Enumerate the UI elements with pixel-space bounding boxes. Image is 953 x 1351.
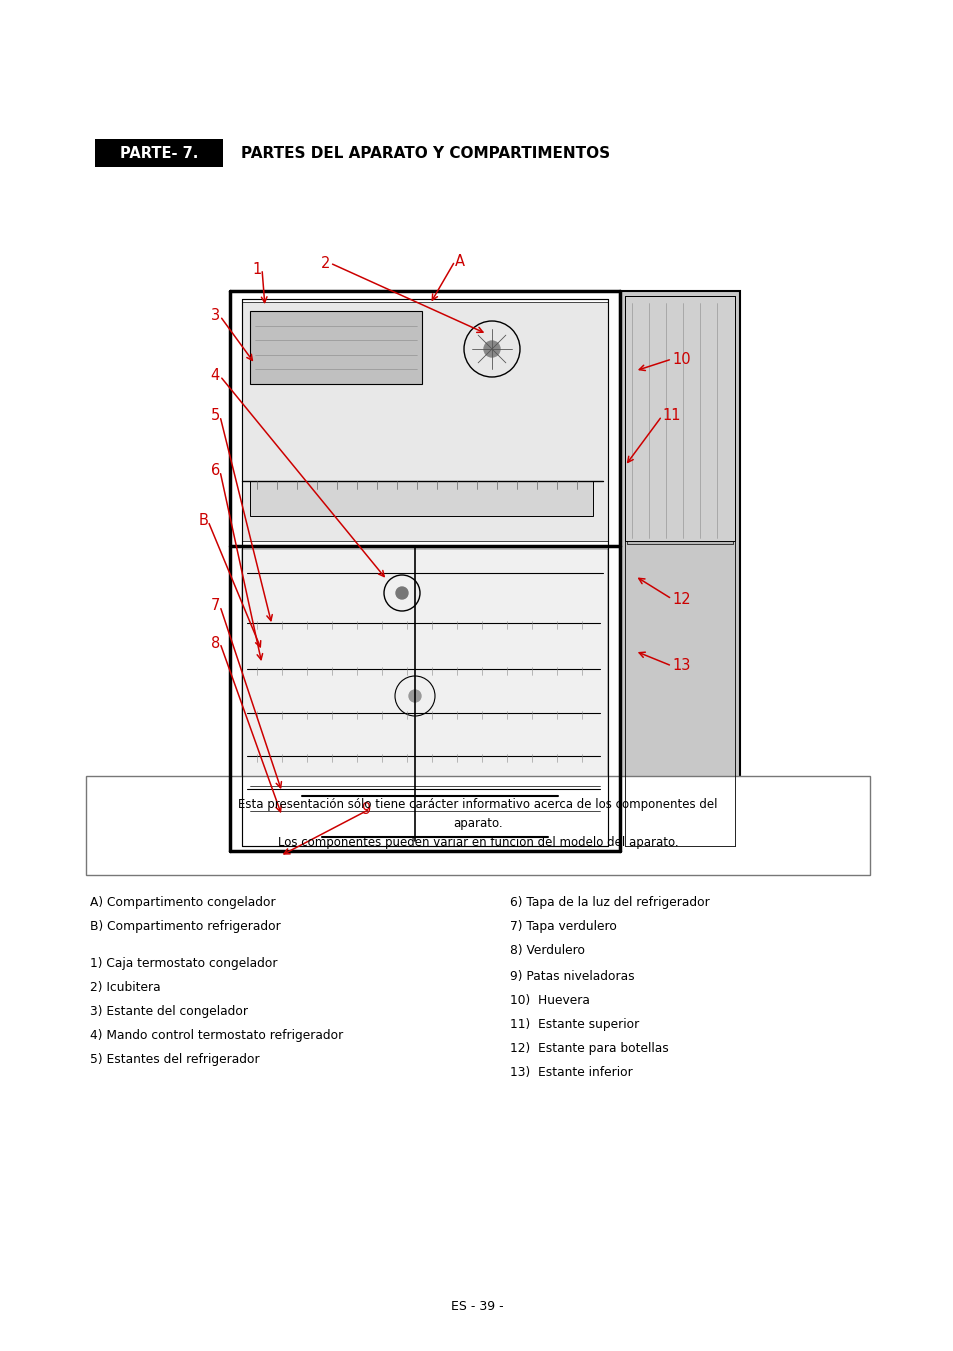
Circle shape — [490, 846, 510, 866]
Text: 12: 12 — [671, 592, 690, 607]
Bar — [250, 831, 599, 842]
Text: 7) Tapa verdulero: 7) Tapa verdulero — [510, 920, 617, 934]
Text: 9: 9 — [360, 801, 370, 816]
Text: 11: 11 — [661, 408, 679, 423]
Text: 2) Icubitera: 2) Icubitera — [90, 981, 160, 994]
Text: PARTES DEL APARATO Y COMPARTIMENTOS: PARTES DEL APARATO Y COMPARTIMENTOS — [241, 146, 610, 161]
Text: B: B — [198, 513, 208, 528]
Bar — [626, 530, 732, 544]
Text: 8) Verdulero: 8) Verdulero — [510, 944, 584, 957]
Circle shape — [245, 846, 265, 866]
Text: 13)  Estante inferior: 13) Estante inferior — [510, 1066, 632, 1079]
Bar — [626, 440, 732, 454]
Text: ES - 39 -: ES - 39 - — [450, 1300, 503, 1313]
Text: 11)  Estante superior: 11) Estante superior — [510, 1019, 639, 1031]
Text: 12)  Estante para botellas: 12) Estante para botellas — [510, 1043, 668, 1055]
Bar — [242, 549, 607, 843]
Text: 6) Tapa de la luz del refrigerador: 6) Tapa de la luz del refrigerador — [510, 896, 709, 909]
Text: 8: 8 — [211, 635, 220, 650]
FancyBboxPatch shape — [95, 139, 223, 168]
Text: 1: 1 — [253, 262, 262, 277]
Bar — [242, 303, 607, 540]
Circle shape — [483, 340, 499, 357]
Text: 3: 3 — [211, 308, 220, 323]
Circle shape — [584, 846, 604, 866]
Bar — [626, 400, 732, 413]
Text: Esta presentación sólo tiene carácter informativo acerca de los componentes del
: Esta presentación sólo tiene carácter in… — [238, 798, 717, 848]
Text: 4) Mando control termostato refrigerador: 4) Mando control termostato refrigerador — [90, 1029, 343, 1042]
Text: 5: 5 — [211, 408, 220, 423]
Text: 3) Estante del congelador: 3) Estante del congelador — [90, 1005, 248, 1019]
Text: A: A — [455, 254, 464, 269]
Text: 2: 2 — [320, 255, 330, 270]
Text: A) Compartimento congelador: A) Compartimento congelador — [90, 896, 275, 909]
Text: 10)  Huevera: 10) Huevera — [510, 994, 589, 1008]
Circle shape — [409, 690, 420, 703]
Text: 13: 13 — [671, 658, 690, 674]
Circle shape — [339, 846, 359, 866]
Bar — [250, 790, 599, 825]
Bar — [250, 311, 421, 384]
Text: 10: 10 — [671, 351, 690, 366]
Bar — [624, 296, 734, 540]
Text: 9) Patas niveladoras: 9) Patas niveladoras — [510, 970, 634, 984]
Text: 7: 7 — [211, 598, 220, 613]
FancyBboxPatch shape — [86, 775, 869, 875]
Text: 4: 4 — [211, 369, 220, 384]
Text: 1) Caja termostato congelador: 1) Caja termostato congelador — [90, 958, 277, 970]
Text: 6: 6 — [211, 463, 220, 478]
Bar — [250, 481, 593, 516]
Bar — [619, 290, 740, 851]
Text: B) Compartimento refrigerador: B) Compartimento refrigerador — [90, 920, 280, 934]
Bar — [626, 480, 732, 494]
Text: 5) Estantes del refrigerador: 5) Estantes del refrigerador — [90, 1054, 259, 1066]
Circle shape — [395, 586, 408, 598]
Bar — [626, 359, 732, 374]
Text: PARTE- 7.: PARTE- 7. — [120, 146, 198, 161]
